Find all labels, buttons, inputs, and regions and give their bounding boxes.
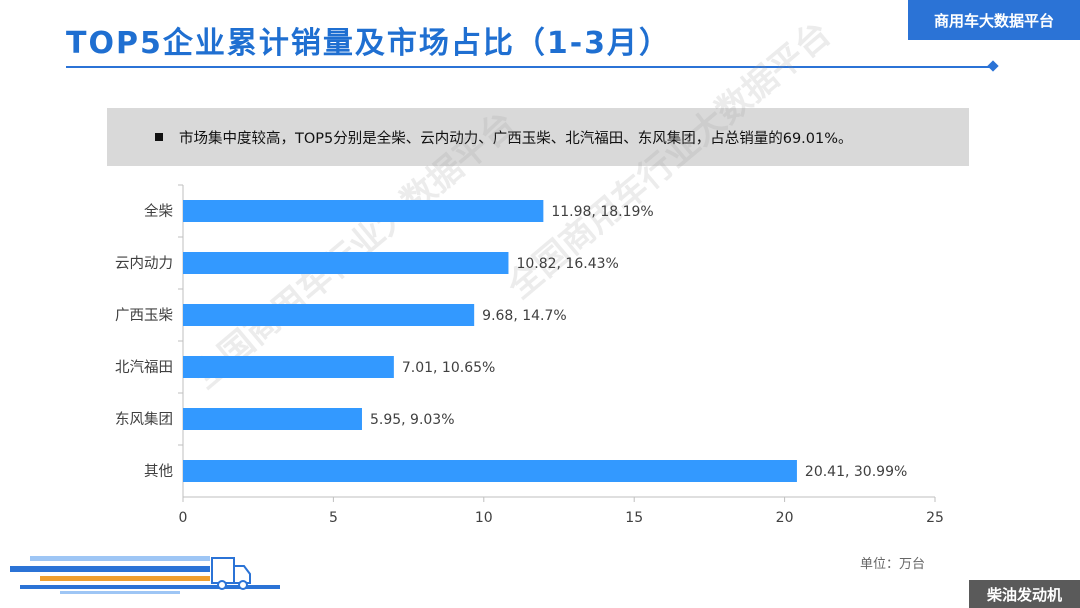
- category-label: 其他: [144, 463, 173, 480]
- bar: [183, 200, 544, 222]
- bar: [183, 304, 475, 326]
- bar: [183, 356, 394, 378]
- x-tick-label: 5: [329, 510, 338, 526]
- x-tick-label: 20: [776, 510, 794, 526]
- x-tick-label: 25: [926, 510, 944, 526]
- data-label: 10.82, 16.43%: [516, 256, 618, 272]
- bar: [183, 460, 797, 482]
- brand-tag: 商用车大数据平台: [908, 0, 1080, 40]
- section-tag: 柴油发动机: [969, 580, 1080, 608]
- data-label: 9.68, 14.7%: [482, 308, 567, 324]
- data-label: 11.98, 18.19%: [551, 204, 653, 220]
- category-label: 北汽福田: [115, 359, 173, 376]
- summary-text: 市场集中度较高，TOP5分别是全柴、云内动力、广西玉柴、北汽福田、东风集团，占总…: [179, 130, 853, 147]
- data-label: 5.95, 9.03%: [370, 412, 455, 428]
- square-bullet-icon: [155, 133, 163, 141]
- unit-note: 单位：万台: [860, 557, 926, 572]
- category-label: 全柴: [144, 202, 173, 220]
- data-label: 20.41, 30.99%: [805, 464, 907, 480]
- category-label: 云内动力: [115, 255, 173, 272]
- summary-box: 市场集中度较高，TOP5分别是全柴、云内动力、广西玉柴、北汽福田、东风集团，占总…: [107, 108, 969, 166]
- bar: [183, 408, 362, 430]
- data-label: 7.01, 10.65%: [402, 360, 495, 376]
- x-tick-label: 15: [625, 510, 643, 526]
- title-divider: [66, 66, 994, 68]
- category-label: 东风集团: [115, 411, 173, 428]
- page-title: TOP5企业累计销量及市场占比（1-3月）: [66, 26, 672, 61]
- category-label: 广西玉柴: [115, 307, 173, 324]
- bar: [183, 252, 509, 274]
- x-tick-label: 0: [179, 510, 188, 526]
- truck-logo-icon: [10, 556, 280, 594]
- x-tick-label: 10: [475, 510, 493, 526]
